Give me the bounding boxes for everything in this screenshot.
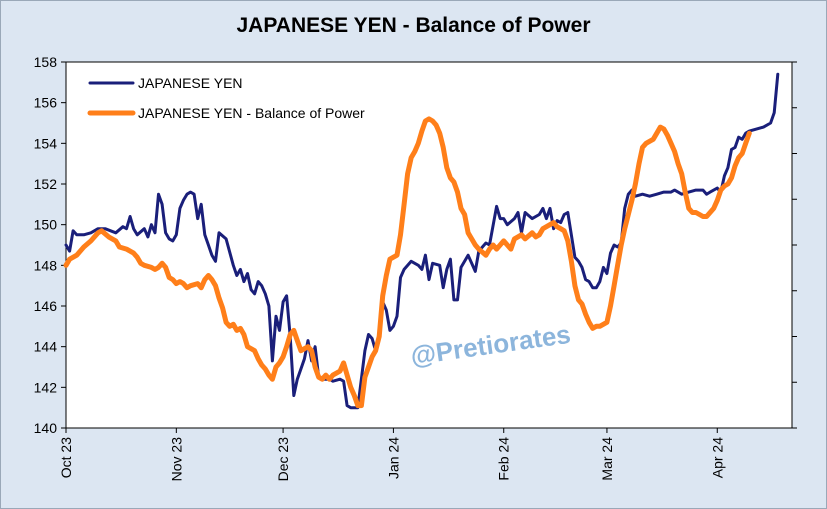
x-tick-label: Apr 24 [709, 437, 725, 478]
x-tick-label: Dec 23 [275, 437, 291, 482]
legend-label: JAPANESE YEN - Balance of Power [138, 105, 365, 121]
plot-area [65, 61, 793, 429]
y-tick-label: 156 [34, 95, 58, 111]
x-tick-label: Feb 24 [496, 437, 512, 481]
y-tick-label: 140 [34, 420, 58, 436]
y-tick-label: 148 [34, 257, 58, 273]
y-tick-label: 142 [34, 379, 58, 395]
y-tick-label: 158 [34, 54, 58, 70]
y-tick-label: 144 [34, 339, 58, 355]
series-line-1 [63, 116, 752, 409]
chart-title: JAPANESE YEN - Balance of Power [236, 14, 591, 37]
x-tick-label: Jan 24 [385, 437, 401, 479]
x-tick-label: Oct 23 [58, 437, 74, 478]
y-tick-label: 154 [34, 135, 58, 151]
y-tick-label: 150 [34, 217, 58, 233]
axes: 140 142 144 146 148 150 152 154 156 158 Oct 23 Nov … [34, 54, 797, 481]
legend: JAPANESE YEN JAPANESE YEN - Balance of Po… [87, 75, 365, 121]
x-tick-label: Nov 23 [168, 437, 184, 482]
legend-label: JAPANESE YEN [138, 75, 243, 91]
y-tick-label: 152 [34, 176, 58, 192]
x-tick-label: Mar 24 [599, 437, 615, 481]
series-group [63, 72, 780, 410]
y-tick-label: 146 [34, 298, 58, 314]
series-line-0 [64, 72, 780, 410]
